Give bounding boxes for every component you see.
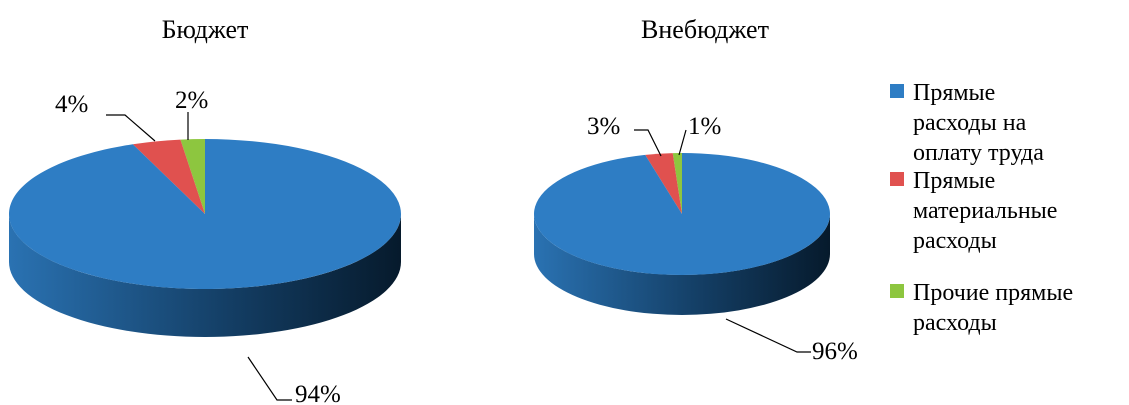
data-label-budget-94: 94% <box>295 381 341 405</box>
legend-label-material: Прямые материальные расходы <box>913 168 1063 254</box>
pie-extrabudget-labels: 3% 1% 96% <box>587 113 858 365</box>
pie-chart-budget: Бюджет 4% 2% 94% <box>9 15 402 405</box>
leader-line-extrabudget-1 <box>678 129 687 156</box>
pie-budget-marks <box>9 139 402 337</box>
data-label-budget-2: 2% <box>175 87 208 114</box>
legend-swatch-labor <box>890 84 904 98</box>
leader-line-budget-94 <box>247 356 292 401</box>
legend-swatch-material <box>890 172 904 186</box>
pie-chart-extrabudget: Внебюджет 3% 1% 96% <box>534 15 858 365</box>
pie-slice-budget-material <box>132 139 205 214</box>
data-label-extrabudget-96: 96% <box>812 338 858 365</box>
chart-title-extrabudget: Внебюджет <box>641 15 769 44</box>
leader-line-extrabudget-3 <box>634 129 662 157</box>
pie-slice-extrabudget-labor <box>534 152 831 275</box>
data-label-extrabudget-3: 3% <box>587 113 620 140</box>
legend: Прямые расходы на оплату труда Прямые ма… <box>890 80 1079 336</box>
leader-line-budget-4 <box>106 114 156 142</box>
pie-extrabudget-side-labor <box>534 214 830 315</box>
legend-swatch-other <box>890 284 904 298</box>
leader-line-extrabudget-96 <box>725 318 811 353</box>
pie-slice-extrabudget-material <box>645 153 682 214</box>
pie-slice-budget-other <box>180 139 205 214</box>
chart-title-budget: Бюджет <box>162 15 249 44</box>
pie-budget-side-labor <box>9 214 401 337</box>
pie-budget-labels: 4% 2% 94% <box>55 87 341 405</box>
data-label-budget-4: 4% <box>55 91 88 118</box>
data-label-extrabudget-1: 1% <box>688 113 721 140</box>
legend-label-labor: Прямые расходы на оплату труда <box>913 80 1044 166</box>
pie-slice-budget-labor <box>9 139 402 289</box>
legend-label-other: Прочие прямые расходы <box>913 280 1079 336</box>
pie-slice-extrabudget-other <box>672 153 682 214</box>
pie-extrabudget-marks <box>534 152 831 315</box>
